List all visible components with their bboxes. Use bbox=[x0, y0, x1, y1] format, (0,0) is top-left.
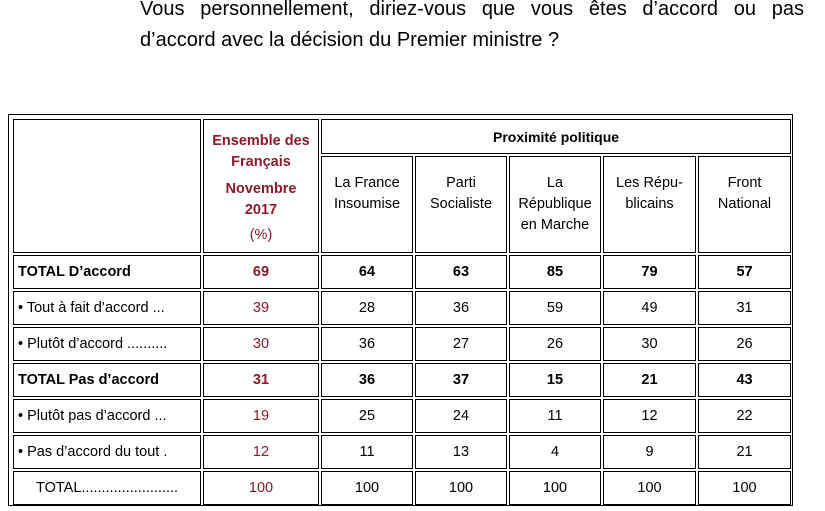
table-row: • Pas d’accord du tout . 12 11 13 4 9 21 bbox=[13, 435, 792, 469]
ensemble-value: 31 bbox=[203, 363, 319, 397]
value-cell: 11 bbox=[321, 435, 413, 469]
value-cell: 57 bbox=[698, 255, 792, 289]
party-header-line: en Marche bbox=[520, 217, 590, 233]
table-row: TOTAL........................ 100 100 10… bbox=[13, 471, 792, 505]
party-header-line: Les Répu- bbox=[616, 175, 683, 191]
party-header-line: République bbox=[518, 196, 592, 212]
ensemble-header: Ensemble des Français Novembre 2017 (%) bbox=[203, 119, 319, 253]
value-cell: 13 bbox=[415, 435, 507, 469]
value-cell: 4 bbox=[509, 435, 601, 469]
value-cell: 36 bbox=[415, 291, 507, 325]
ensemble-value: 12 bbox=[203, 435, 319, 469]
value-cell: 100 bbox=[415, 471, 507, 505]
ensemble-header-line-5: (%) bbox=[249, 226, 273, 243]
value-cell: 85 bbox=[509, 255, 601, 289]
value-cell: 22 bbox=[698, 399, 792, 433]
question-line-1: Vous personnellement, diriez-vous que vo… bbox=[140, 0, 804, 20]
value-cell: 26 bbox=[509, 327, 601, 361]
ensemble-header-line-4: 2017 bbox=[244, 201, 278, 218]
party-header-lr: Les Répu- blicains bbox=[603, 156, 696, 253]
results-table-frame: Ensemble des Français Novembre 2017 (%) … bbox=[8, 114, 793, 506]
party-header-ps: Parti Socialiste bbox=[415, 156, 507, 253]
value-cell: 79 bbox=[603, 255, 696, 289]
value-cell: 31 bbox=[698, 291, 792, 325]
value-cell: 21 bbox=[698, 435, 792, 469]
party-header-line: National bbox=[717, 196, 772, 212]
proximite-header: Proximité politique bbox=[321, 119, 792, 154]
party-header-line: Socialiste bbox=[429, 196, 493, 212]
value-cell: 37 bbox=[415, 363, 507, 397]
value-cell: 100 bbox=[509, 471, 601, 505]
value-cell: 28 bbox=[321, 291, 413, 325]
ensemble-value: 30 bbox=[203, 327, 319, 361]
party-header-fn: Front National bbox=[698, 156, 792, 253]
value-cell: 100 bbox=[698, 471, 792, 505]
row-label: TOTAL........................ bbox=[13, 471, 201, 505]
value-cell: 30 bbox=[603, 327, 696, 361]
party-header-line: La France bbox=[334, 175, 400, 191]
value-cell: 12 bbox=[603, 399, 696, 433]
value-cell: 64 bbox=[321, 255, 413, 289]
value-cell: 59 bbox=[509, 291, 601, 325]
value-cell: 24 bbox=[415, 399, 507, 433]
value-cell: 36 bbox=[321, 363, 413, 397]
party-header-line: Insoumise bbox=[333, 196, 401, 212]
value-cell: 25 bbox=[321, 399, 413, 433]
table-row: • Tout à fait d’accord ... 39 28 36 59 4… bbox=[13, 291, 792, 325]
row-label: • Tout à fait d’accord ... bbox=[13, 291, 201, 325]
row-label: • Plutôt d’accord .......... bbox=[13, 327, 201, 361]
header-row-top: Ensemble des Français Novembre 2017 (%) … bbox=[13, 119, 792, 253]
question-line-2: d’accord avec la décision du Premier min… bbox=[140, 29, 560, 51]
row-label: TOTAL Pas d’accord bbox=[13, 363, 201, 397]
table-row: TOTAL D’accord 69 64 63 85 79 57 bbox=[13, 255, 792, 289]
party-header-line: La bbox=[546, 175, 564, 191]
ensemble-value: 39 bbox=[203, 291, 319, 325]
ensemble-header-line-1: Ensemble des bbox=[212, 132, 310, 149]
party-header-lrem: La République en Marche bbox=[509, 156, 601, 253]
value-cell: 100 bbox=[321, 471, 413, 505]
value-cell: 11 bbox=[509, 399, 601, 433]
results-table: Ensemble des Français Novembre 2017 (%) … bbox=[11, 117, 793, 507]
value-cell: 21 bbox=[603, 363, 696, 397]
ensemble-header-line-3: Novembre bbox=[225, 180, 297, 197]
ensemble-header-line-2: Français bbox=[231, 153, 291, 170]
party-header-lfi: La France Insoumise bbox=[321, 156, 413, 253]
value-cell: 63 bbox=[415, 255, 507, 289]
party-header-line: Parti bbox=[446, 175, 476, 191]
value-cell: 26 bbox=[698, 327, 792, 361]
party-header-line: blicains bbox=[625, 196, 674, 212]
row-label: • Plutôt pas d’accord ... bbox=[13, 399, 201, 433]
table-row: • Plutôt d’accord .......... 30 36 27 26… bbox=[13, 327, 792, 361]
header-empty-cell bbox=[13, 119, 201, 253]
value-cell: 27 bbox=[415, 327, 507, 361]
ensemble-value: 100 bbox=[203, 471, 319, 505]
table-row: TOTAL Pas d’accord 31 36 37 15 21 43 bbox=[13, 363, 792, 397]
value-cell: 36 bbox=[321, 327, 413, 361]
party-header-line: Front bbox=[727, 175, 762, 191]
row-label: TOTAL D’accord bbox=[13, 255, 201, 289]
value-cell: 100 bbox=[603, 471, 696, 505]
row-label: • Pas d’accord du tout . bbox=[13, 435, 201, 469]
value-cell: 15 bbox=[509, 363, 601, 397]
value-cell: 9 bbox=[603, 435, 696, 469]
question-text: Vous personnellement, diriez-vous que vo… bbox=[140, 0, 804, 56]
header-row-parties: La France Insoumise Parti Socialiste La … bbox=[13, 156, 792, 253]
value-cell: 49 bbox=[603, 291, 696, 325]
ensemble-value: 19 bbox=[203, 399, 319, 433]
ensemble-value: 69 bbox=[203, 255, 319, 289]
value-cell: 43 bbox=[698, 363, 792, 397]
table-row: • Plutôt pas d’accord ... 19 25 24 11 12… bbox=[13, 399, 792, 433]
